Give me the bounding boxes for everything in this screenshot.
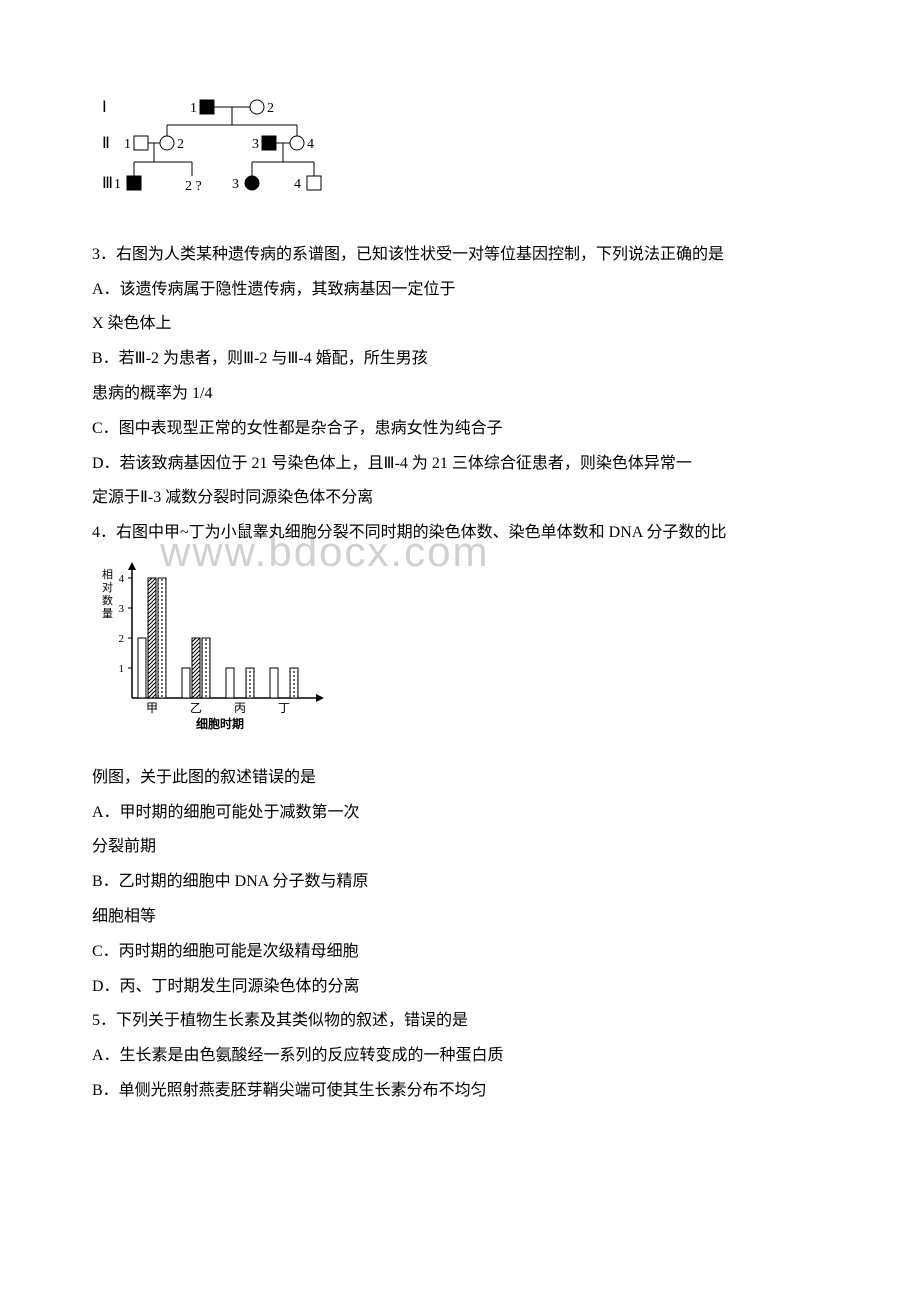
- svg-text:细胞时期: 细胞时期: [196, 716, 244, 731]
- svg-text:4: 4: [119, 573, 125, 585]
- svg-text:丁: 丁: [278, 701, 290, 715]
- ped-num: 1: [190, 101, 197, 116]
- ped-female-normal: [290, 136, 304, 150]
- q3-optB-2: 患病的概率为 1/4: [60, 380, 860, 409]
- gen-label-2: Ⅱ: [102, 135, 110, 152]
- ped-male-affected: [127, 176, 141, 190]
- q5-stem: 5．下列关于植物生长素及其类似物的叙述，错误的是: [60, 1007, 860, 1036]
- ped-male-affected: [262, 136, 276, 150]
- ped-num: 3: [232, 177, 239, 192]
- svg-text:相: 相: [102, 568, 113, 581]
- gen-label-3: Ⅲ: [102, 175, 113, 192]
- ped-female-affected: [245, 176, 259, 190]
- svg-text:2: 2: [119, 633, 125, 645]
- ped-num: 4: [307, 137, 314, 152]
- ped-male-normal: [307, 176, 321, 190]
- q3-optA-1: A．该遗传病属于隐性遗传病，其致病基因一定位于: [60, 276, 860, 305]
- svg-text:对: 对: [102, 580, 113, 594]
- gen-label-1: Ⅰ: [102, 99, 107, 116]
- ped-num: 2: [267, 101, 274, 116]
- q5-optB: B．单侧光照射燕麦胚芽鞘尖端可使其生长素分布不均匀: [60, 1077, 860, 1106]
- q5-optA: A．生长素是由色氨酸经一系列的反应转变成的一种蛋白质: [60, 1042, 860, 1071]
- svg-text:乙: 乙: [190, 701, 202, 715]
- svg-text:3: 3: [119, 603, 125, 615]
- ped-num: 1: [124, 137, 131, 152]
- q4-optD: D．丙、丁时期发生同源染色体的分离: [60, 973, 860, 1002]
- pedigree-diagram: Ⅰ Ⅱ Ⅲ 1 2 1 2 3 4 1: [92, 90, 860, 221]
- q3-optD-2: 定源于Ⅱ-3 减数分裂时同源染色体不分离: [60, 484, 860, 513]
- pedigree-svg: Ⅰ Ⅱ Ⅲ 1 2 1 2 3 4 1: [92, 90, 352, 210]
- q4-optB-2: 细胞相等: [60, 903, 860, 932]
- q3-optA-2: X 染色体上: [60, 310, 860, 339]
- q4-stem-2: 例图，关于此图的叙述错误的是: [60, 764, 860, 793]
- ped-female-normal: [250, 100, 264, 114]
- q3-stem: 3．右图为人类某种遗传病的系谱图，已知该性状受一对等位基因控制，下列说法正确的是: [60, 241, 860, 270]
- ped-male-affected: [200, 100, 214, 114]
- svg-text:1: 1: [119, 663, 125, 675]
- ped-male-normal: [134, 136, 148, 150]
- ped-female-normal: [160, 136, 174, 150]
- svg-text:丙: 丙: [234, 701, 246, 715]
- ped-num: 1: [114, 177, 121, 192]
- svg-text:量: 量: [102, 607, 113, 620]
- svg-text:甲: 甲: [146, 701, 158, 715]
- q3-optB-1: B．若Ⅲ-2 为患者，则Ⅲ-2 与Ⅲ-4 婚配，所生男孩: [60, 345, 860, 374]
- q4-optA-1: A．甲时期的细胞可能处于减数第一次: [60, 799, 860, 828]
- q4-optC: C．丙时期的细胞可能是次级精母细胞: [60, 938, 860, 967]
- bar-chart: 1 2 3 4相对数量甲 乙 丙 丁细胞时期: [92, 558, 860, 744]
- q3-optD-1: D．若该致病基因位于 21 号染色体上，且Ⅲ-4 为 21 三体综合征患者，则染…: [60, 450, 860, 479]
- bar-chart-svg: 1 2 3 4相对数量甲 乙 丙 丁细胞时期: [92, 558, 332, 733]
- q4-optA-2: 分裂前期: [60, 833, 860, 862]
- ped-num: 4: [294, 177, 301, 192]
- ped-num: 2 ?: [185, 179, 202, 194]
- q4-optB-1: B．乙时期的细胞中 DNA 分子数与精原: [60, 868, 860, 897]
- q4-stem-1: 4．右图中甲~丁为小鼠睾丸细胞分裂不同时期的染色体数、染色单体数和 DNA 分子…: [60, 519, 860, 548]
- q3-optC: C．图中表现型正常的女性都是杂合子，患病女性为纯合子: [60, 415, 860, 444]
- ped-num: 2: [177, 137, 184, 152]
- svg-text:数: 数: [102, 594, 113, 607]
- ped-num: 3: [252, 137, 259, 152]
